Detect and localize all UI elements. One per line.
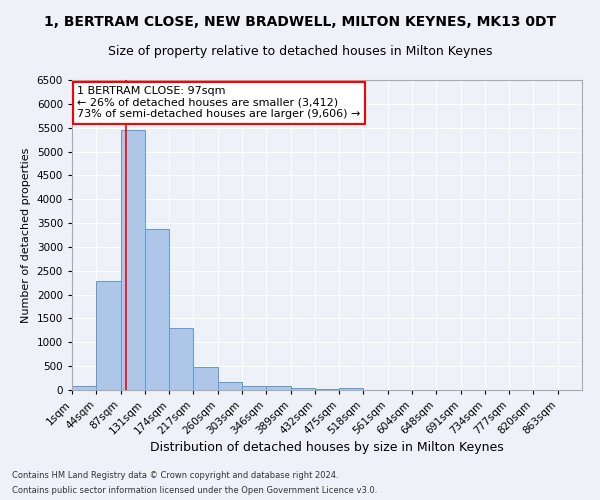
Bar bbox=[145, 229, 169, 390]
Bar bbox=[339, 388, 364, 390]
Text: Contains public sector information licensed under the Open Government Licence v3: Contains public sector information licen… bbox=[12, 486, 377, 495]
Text: 1 BERTRAM CLOSE: 97sqm
← 26% of detached houses are smaller (3,412)
73% of semi-: 1 BERTRAM CLOSE: 97sqm ← 26% of detached… bbox=[77, 86, 361, 120]
Bar bbox=[290, 388, 315, 390]
Bar bbox=[121, 130, 145, 390]
Bar bbox=[193, 367, 218, 390]
Bar bbox=[242, 386, 266, 390]
Bar bbox=[266, 386, 290, 390]
X-axis label: Distribution of detached houses by size in Milton Keynes: Distribution of detached houses by size … bbox=[150, 442, 504, 454]
Text: 1, BERTRAM CLOSE, NEW BRADWELL, MILTON KEYNES, MK13 0DT: 1, BERTRAM CLOSE, NEW BRADWELL, MILTON K… bbox=[44, 15, 556, 29]
Text: Contains HM Land Registry data © Crown copyright and database right 2024.: Contains HM Land Registry data © Crown c… bbox=[12, 471, 338, 480]
Bar bbox=[169, 328, 193, 390]
Bar bbox=[96, 282, 121, 390]
Bar bbox=[218, 382, 242, 390]
Bar bbox=[315, 388, 339, 390]
Y-axis label: Number of detached properties: Number of detached properties bbox=[21, 148, 31, 322]
Text: Size of property relative to detached houses in Milton Keynes: Size of property relative to detached ho… bbox=[108, 45, 492, 58]
Bar bbox=[72, 386, 96, 390]
